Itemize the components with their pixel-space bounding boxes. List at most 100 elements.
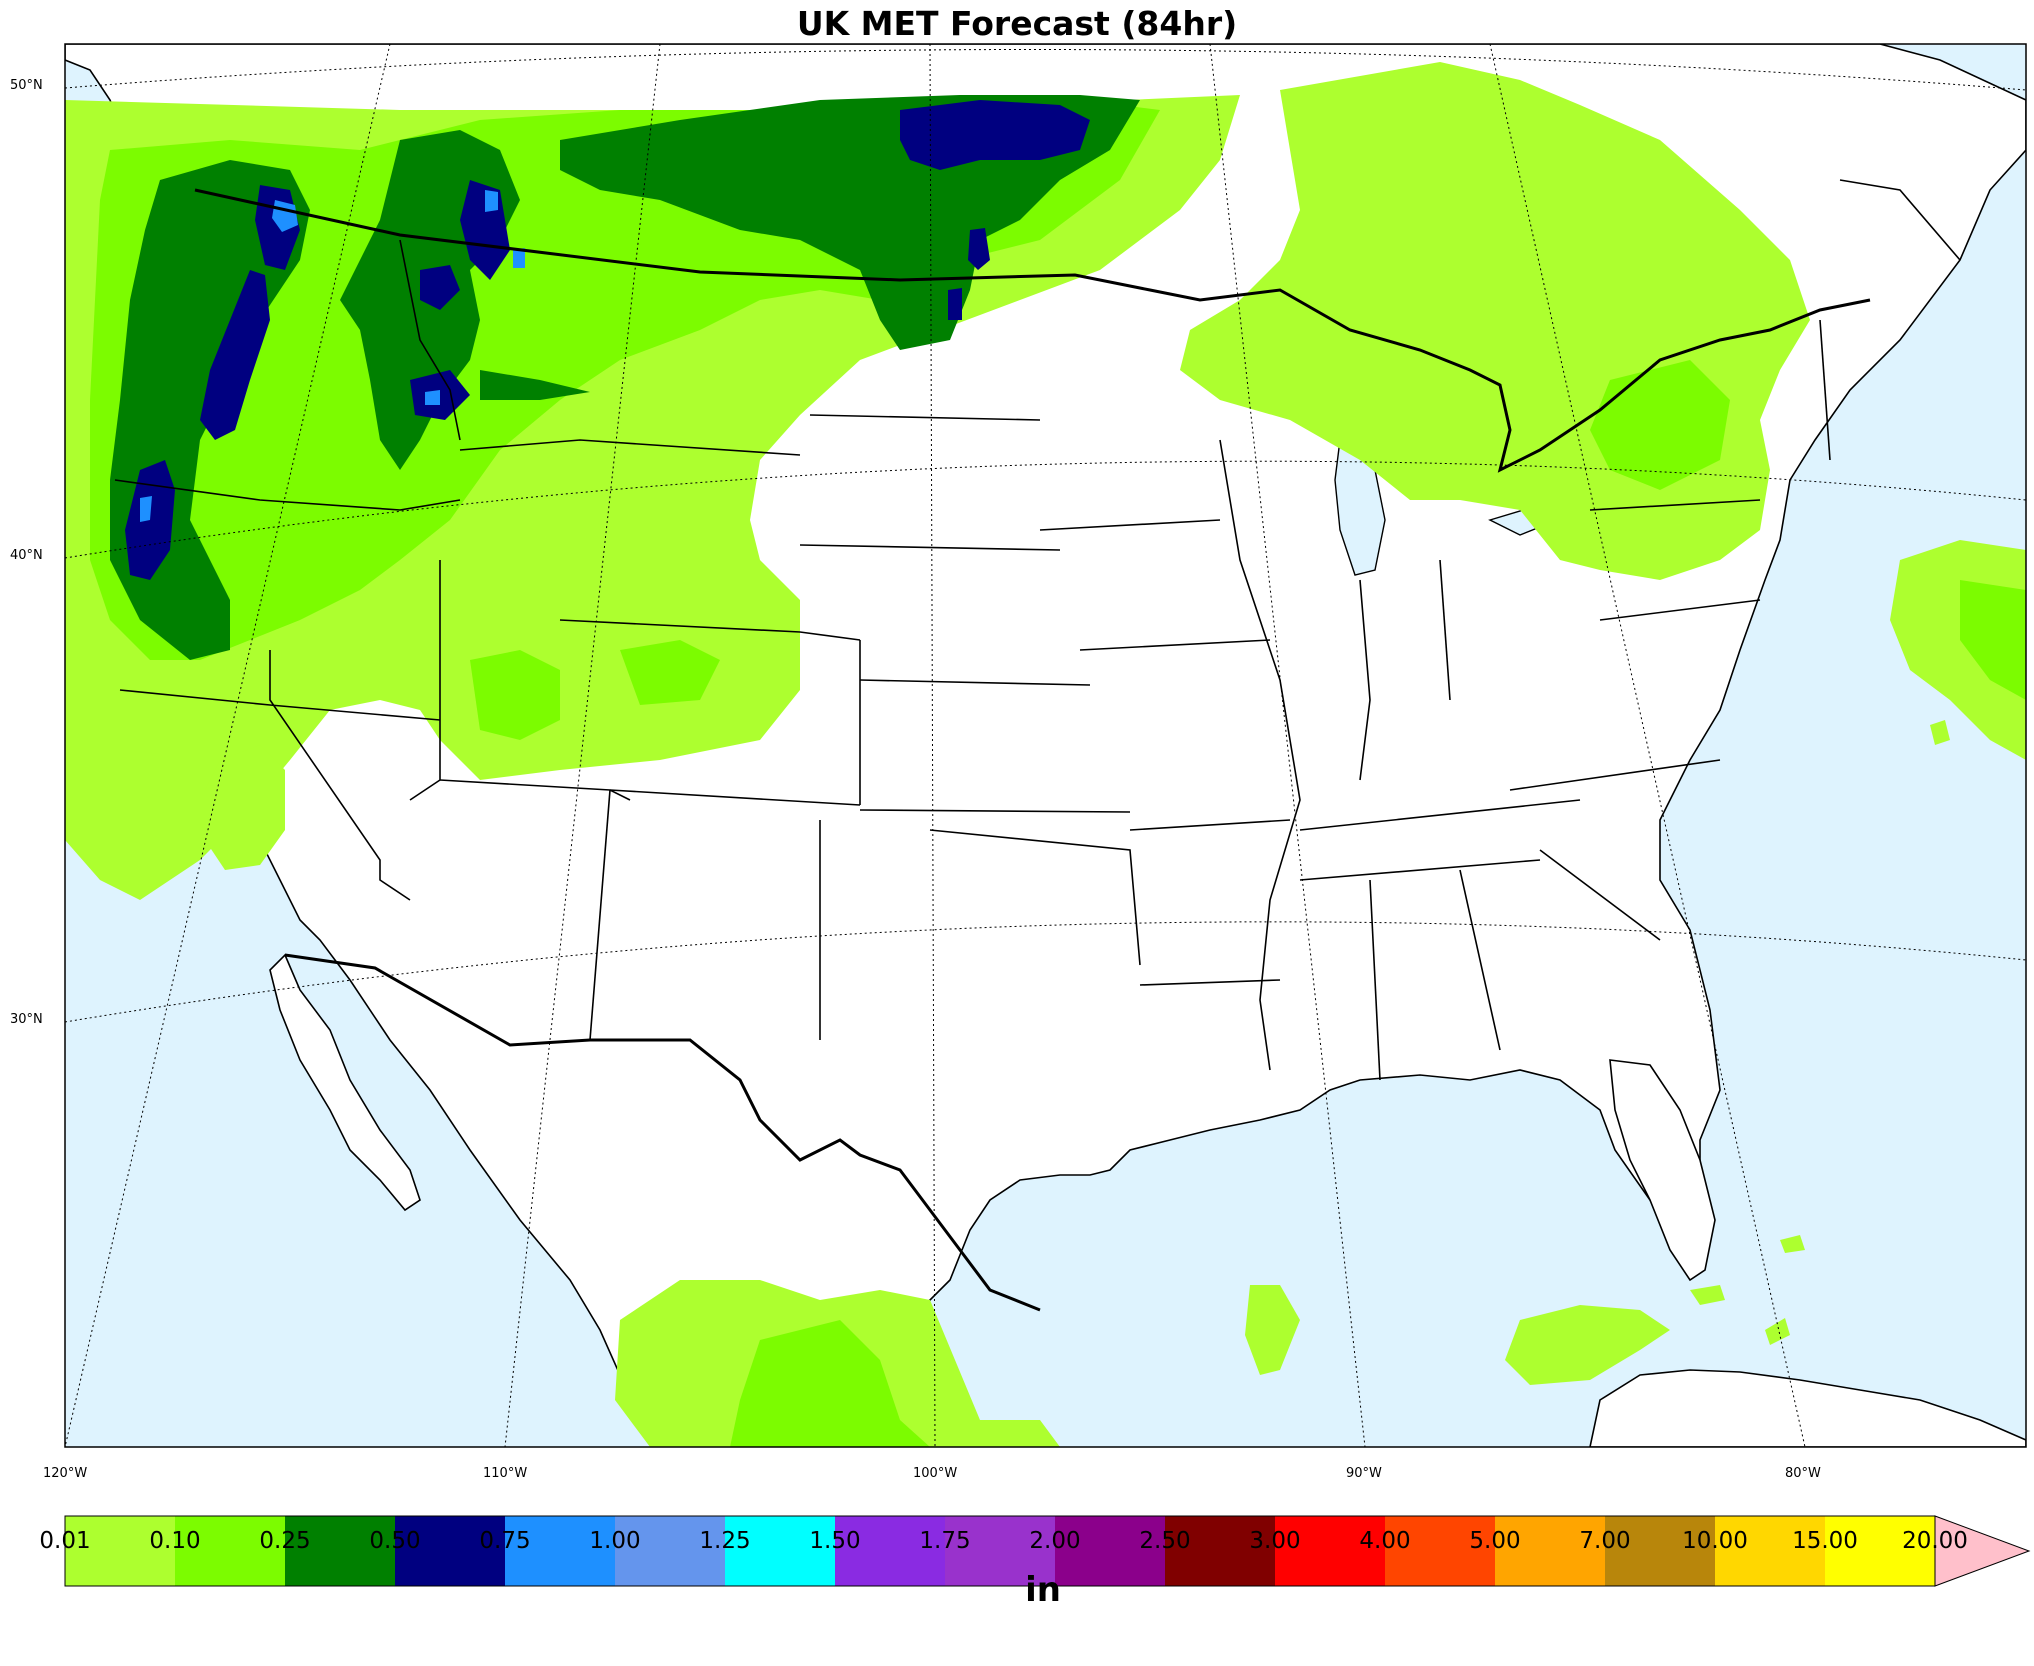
colorbar-swatch (505, 1516, 615, 1586)
state-wa-or (114, 479, 461, 511)
precip-0.10-mexico (730, 1320, 930, 1447)
precip-0.75-or (140, 496, 152, 522)
colorbar-tick-label: 1.00 (589, 1528, 641, 1554)
colorbar-swatch (945, 1516, 1055, 1586)
colorbar-tick-label: 2.50 (1139, 1528, 1191, 1554)
colorbar-swatch (175, 1516, 285, 1586)
state-pa-md (1599, 599, 1761, 621)
colorbar-tick-label: 5.00 (1469, 1528, 1521, 1554)
colorbar-tick-label: 0.50 (369, 1528, 421, 1554)
state-me (1839, 179, 1961, 261)
colorbar-tick-label: 2.00 (1029, 1528, 1081, 1554)
lat-label-50: 50°N (10, 78, 43, 93)
colorbar-swatch (835, 1516, 945, 1586)
state-mt-wy (459, 439, 801, 456)
precip-0.10-utah (470, 650, 560, 740)
state-ms-al (1369, 879, 1381, 1081)
state-tn-al-ms (1299, 859, 1541, 881)
precip-0.01-caribbean (1505, 1305, 1670, 1385)
border-us-canada (194, 188, 1871, 473)
precip-0.50-montana-tail-a (968, 228, 990, 270)
precip-0.50-cascades (200, 270, 270, 440)
page-title: UK MET Forecast (84hr) (796, 4, 1238, 43)
colorbar-swatch (1715, 1516, 1825, 1586)
border-us-mexico (284, 953, 1041, 1312)
state-id-mt (399, 239, 461, 441)
lat-label-40: 40°N (10, 548, 43, 563)
precip-0.01-bahamas (1765, 1318, 1790, 1345)
colorbar-tick-label: 7.00 (1579, 1528, 1631, 1554)
state-wy-co (559, 619, 861, 641)
state-mo-ar (1129, 819, 1291, 831)
land-florida (1609, 1059, 1716, 1282)
colorbar-tick-label: 10.00 (1682, 1528, 1748, 1554)
precip-0.75-id-a (485, 190, 498, 212)
state-oh-in (1439, 559, 1451, 701)
state-ok-tx (929, 829, 1141, 966)
lon-label-120: 120°W (43, 1466, 88, 1481)
colorbar-swatch (65, 1516, 175, 1586)
lon-label-110: 110°W (483, 1466, 528, 1481)
lon-label-90: 90°W (1346, 1466, 1382, 1481)
colorbar (64, 1515, 2031, 1587)
colorbar-tick-label: 15.00 (1792, 1528, 1858, 1554)
precip-0.10-colorado (620, 640, 720, 705)
state-nc-va (1509, 759, 1721, 791)
colorbar-tick-label: 4.00 (1359, 1528, 1411, 1554)
precip-0.50-montana-tail-b (948, 288, 962, 320)
map-frame (64, 43, 2027, 1448)
lon-90 (1209, 44, 1366, 1447)
colorbar-swatch (615, 1516, 725, 1586)
precip-0.50-montana (900, 100, 1090, 170)
lon-label-80: 80°W (1785, 1466, 1821, 1481)
colorbar-units: in (1025, 1570, 1061, 1610)
precip-0.50-idaho-b (420, 265, 460, 310)
colorbar-frame (64, 1515, 1936, 1587)
lon-120 (65, 44, 391, 1447)
precip-contours (65, 62, 2026, 1447)
colorbar-tick-label: 0.25 (259, 1528, 311, 1554)
lat-label-30: 30°N (10, 1012, 43, 1027)
colorbar-swatch (395, 1516, 505, 1586)
colorbar-swatch (1385, 1516, 1495, 1586)
precip-0.10-atlantic (1960, 580, 2026, 700)
state-ky-tn (1299, 799, 1581, 831)
colorbar-swatch (725, 1516, 835, 1586)
state-ny-ne (1819, 319, 1831, 461)
colorbar-tick-label: 0.10 (149, 1528, 201, 1554)
colorbar-tick-label: 1.25 (699, 1528, 751, 1554)
state-pa-ny (1589, 499, 1761, 511)
lon-110 (504, 44, 661, 1447)
state-ia-mo (1079, 639, 1271, 651)
state-nd-sd (809, 414, 1041, 421)
colorbar-swatch (1495, 1516, 1605, 1586)
graticule (65, 44, 2026, 1447)
precip-0.01-cell-c (1930, 720, 1950, 745)
colorbar-swatch (1055, 1516, 1165, 1586)
land-cuba (1589, 1369, 2026, 1447)
colorbar-swatch (1165, 1516, 1275, 1586)
state-or-ca-nv (119, 689, 441, 721)
lon-label-100: 100°W (913, 1466, 958, 1481)
state-ga-sc (1539, 849, 1661, 941)
colorbar-swatch (1275, 1516, 1385, 1586)
precip-0.01-cell-a (1690, 1285, 1725, 1305)
lon-100 (929, 44, 936, 1447)
precip-0.75-id-c (425, 390, 440, 405)
state-mississippi-river (1219, 439, 1301, 1071)
colorbar-tick-label: 1.75 (919, 1528, 971, 1554)
colorbar-swatch (1825, 1516, 1935, 1586)
precip-0.75-id-b (513, 248, 525, 268)
state-ca-nv (269, 650, 411, 901)
state-ks-ok (859, 809, 1131, 813)
colorbar-tick-label: 0.75 (479, 1528, 531, 1554)
state-ne-ks (859, 679, 1091, 686)
state-sd-ne (799, 544, 1061, 551)
precip-0.25-idaho-tail (480, 370, 590, 400)
state-al-ga (1459, 869, 1501, 1051)
colorbar-tick-label: 0.01 (39, 1528, 91, 1554)
state-mn-ia (1039, 519, 1221, 531)
land-baja (269, 953, 421, 1212)
state-az-nm (589, 789, 611, 1041)
